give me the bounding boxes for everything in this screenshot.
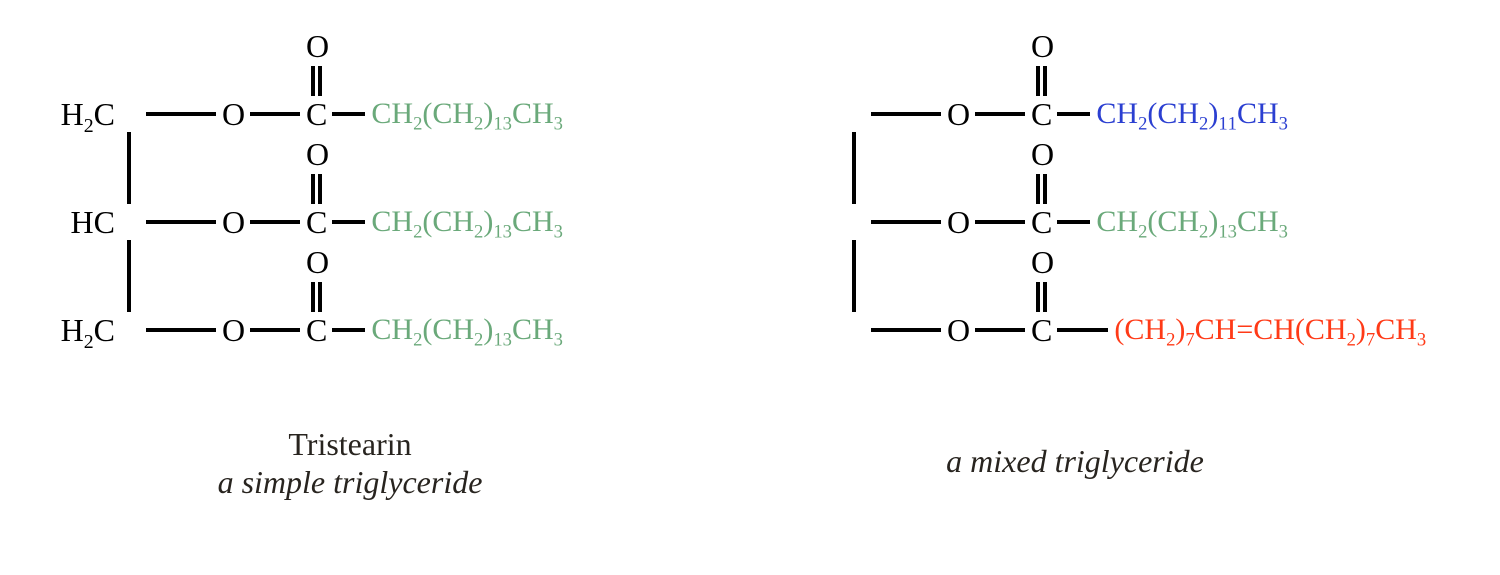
oxygen-ester-left-2: O <box>222 314 245 346</box>
dblbond-right-0-b <box>1043 66 1047 96</box>
backbone-right-1: HC <box>71 206 115 238</box>
bond-a-left-1 <box>146 220 216 224</box>
chain-right-1: CH2(CH2)13CH3 <box>1096 207 1288 242</box>
carbonyl-o-right-0: O <box>1031 30 1054 62</box>
dblbond-right-0-a <box>1036 66 1040 96</box>
chain-right-0: CH2(CH2)11CH3 <box>1096 99 1288 134</box>
dblbond-right-2-a <box>1036 282 1040 312</box>
oxygen-ester-left-0: O <box>222 98 245 130</box>
dblbond-left-2-b <box>318 282 322 312</box>
backbone-bond-left-0 <box>127 132 131 205</box>
carbonyl-o-left-1: O <box>306 138 329 170</box>
carbonyl-o-right-1: O <box>1031 138 1054 170</box>
dblbond-right-1-a <box>1036 174 1040 204</box>
carbonyl-c-right-0: C <box>1031 98 1052 130</box>
oxygen-ester-right-2: O <box>947 314 970 346</box>
bond-b-right-2 <box>975 328 1025 332</box>
molecule-right: H2COCOCH2(CH2)11CH3HCOCOCH2(CH2)13CH3H2C… <box>765 10 1500 570</box>
bond-a-left-2 <box>146 328 216 332</box>
bond-a-right-2 <box>871 328 941 332</box>
bond-b-right-0 <box>975 112 1025 116</box>
backbone-bond-left-1 <box>127 240 131 313</box>
carbonyl-c-right-1: C <box>1031 206 1052 238</box>
caption-left: Tristearina simple triglyceride <box>170 425 530 502</box>
bond-d-left-0 <box>332 112 365 116</box>
dblbond-left-0-b <box>318 66 322 96</box>
bond-b-right-1 <box>975 220 1025 224</box>
bond-d-left-1 <box>332 220 365 224</box>
oxygen-ester-left-1: O <box>222 206 245 238</box>
bond-d-right-0 <box>1057 112 1090 116</box>
bond-d-right-2 <box>1057 328 1108 332</box>
bond-a-right-1 <box>871 220 941 224</box>
carbonyl-c-left-0: C <box>306 98 327 130</box>
chain-left-0: CH2(CH2)13CH3 <box>371 99 563 134</box>
backbone-bond-right-1 <box>852 240 856 313</box>
caption-subtitle: a mixed triglyceride <box>895 442 1255 480</box>
bond-a-left-0 <box>146 112 216 116</box>
carbonyl-c-right-2: C <box>1031 314 1052 346</box>
dblbond-left-2-a <box>311 282 315 312</box>
dblbond-left-0-a <box>311 66 315 96</box>
caption-subtitle: a simple triglyceride <box>170 463 530 501</box>
chain-left-1: CH2(CH2)13CH3 <box>371 207 563 242</box>
carbonyl-o-left-0: O <box>306 30 329 62</box>
carbonyl-c-left-1: C <box>306 206 327 238</box>
bond-b-left-1 <box>250 220 300 224</box>
oxygen-ester-right-0: O <box>947 98 970 130</box>
bond-d-right-1 <box>1057 220 1090 224</box>
carbonyl-o-left-2: O <box>306 246 329 278</box>
dblbond-right-2-b <box>1043 282 1047 312</box>
dblbond-left-1-a <box>311 174 315 204</box>
dblbond-left-1-b <box>318 174 322 204</box>
molecule-left: H2COCOCH2(CH2)13CH3HCOCOCH2(CH2)13CH3H2C… <box>40 10 790 570</box>
bond-b-left-0 <box>250 112 300 116</box>
bond-d-left-2 <box>332 328 365 332</box>
carbonyl-o-right-2: O <box>1031 246 1054 278</box>
dblbond-right-1-b <box>1043 174 1047 204</box>
bond-a-right-0 <box>871 112 941 116</box>
chain-left-2: CH2(CH2)13CH3 <box>371 315 563 350</box>
backbone-right-0: H2C <box>61 98 115 137</box>
chain-right-2: (CH2)7CH=CH(CH2)7CH3 <box>1114 315 1426 350</box>
bond-b-left-2 <box>250 328 300 332</box>
oxygen-ester-right-1: O <box>947 206 970 238</box>
caption-title: Tristearin <box>170 425 530 463</box>
carbonyl-c-left-2: C <box>306 314 327 346</box>
backbone-bond-right-0 <box>852 132 856 205</box>
caption-right: a mixed triglyceride <box>895 442 1255 480</box>
backbone-right-2: H2C <box>61 314 115 353</box>
